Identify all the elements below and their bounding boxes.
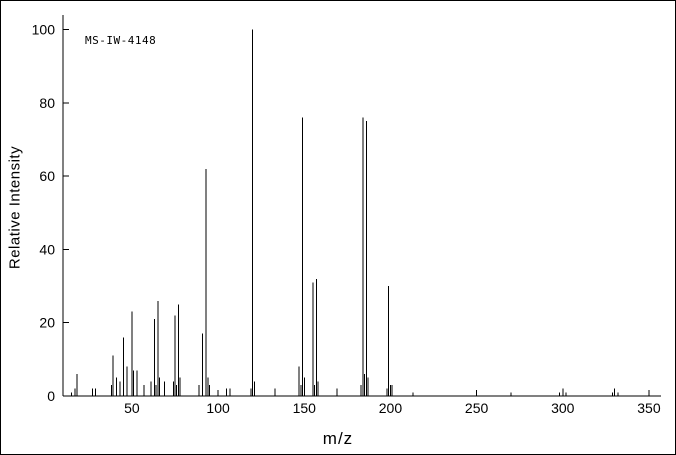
x-tick-label: 100 xyxy=(206,400,230,416)
y-tick-label: 80 xyxy=(39,95,55,111)
y-tick-label: 0 xyxy=(47,388,55,404)
y-tick-label: 60 xyxy=(39,168,55,184)
x-tick-label: 300 xyxy=(551,400,575,416)
y-tick-label: 40 xyxy=(39,241,55,257)
x-tick-label: 350 xyxy=(637,400,661,416)
x-tick-label: 200 xyxy=(379,400,403,416)
y-axis-label: Relative Intensity xyxy=(6,145,24,270)
x-axis-label: m/z xyxy=(322,429,354,448)
sample-id-annotation: MS-IW-4148 xyxy=(85,34,157,47)
y-tick-label: 20 xyxy=(39,315,55,331)
x-tick-label: 250 xyxy=(465,400,489,416)
x-tick-label: 150 xyxy=(293,400,317,416)
x-tick-label: 50 xyxy=(124,400,140,416)
y-tick-label: 100 xyxy=(32,22,56,38)
